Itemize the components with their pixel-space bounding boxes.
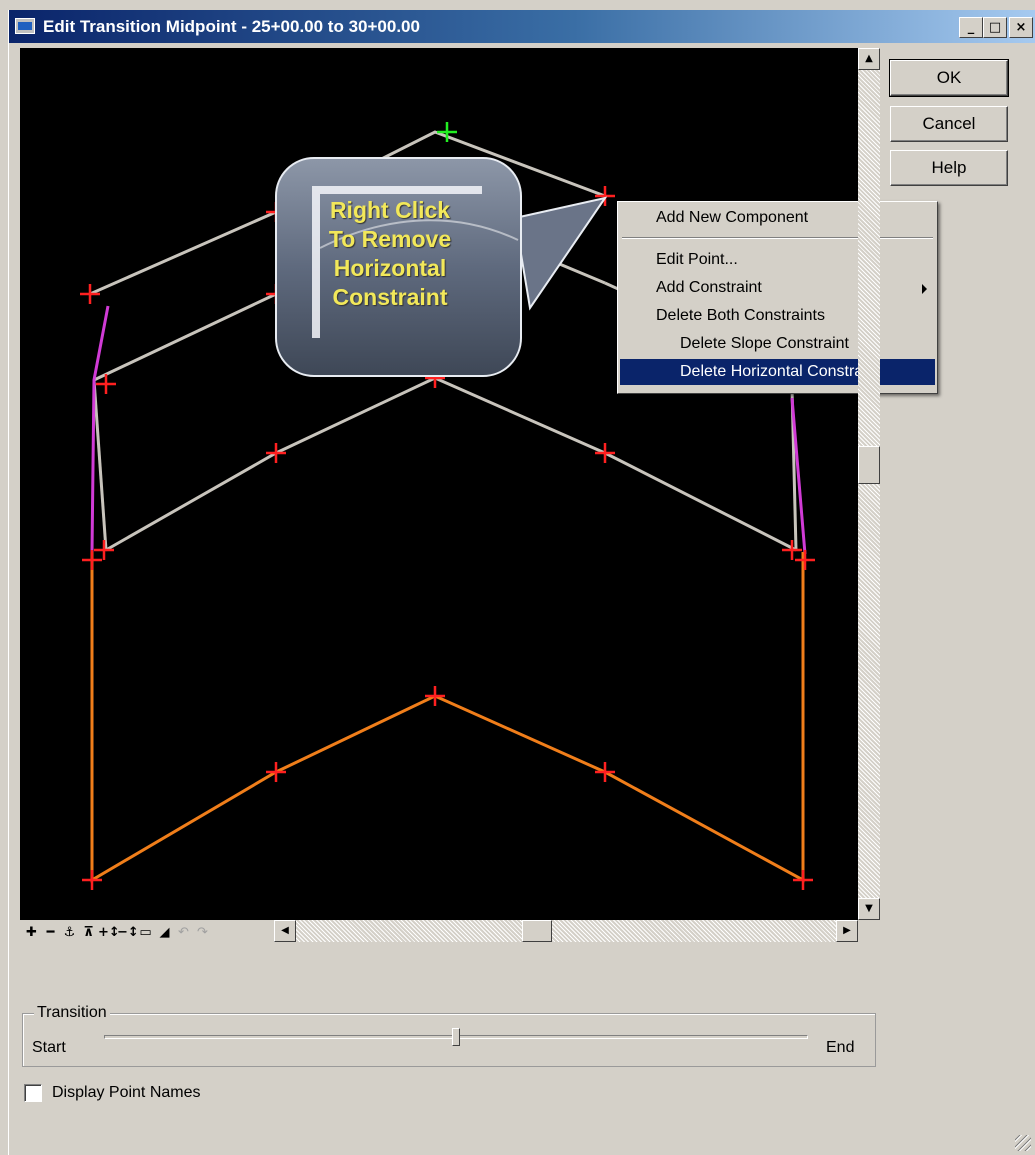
menu-item-edit-point[interactable]: Edit Point... (656, 251, 738, 268)
point-marker-origin (437, 122, 457, 142)
transition-group (22, 1013, 876, 1067)
maximize-button[interactable]: □ (983, 17, 1007, 38)
callout-bubble (275, 157, 608, 377)
window-title: Edit Transition Midpoint - 25+00.00 to 3… (43, 17, 420, 36)
resize-grip-icon[interactable] (1015, 1135, 1031, 1151)
vertical-scroll-thumb[interactable] (858, 446, 880, 484)
point-marker (795, 550, 815, 570)
component-middle (105, 376, 797, 552)
point-marker (425, 686, 445, 706)
menu-item-add-constraint[interactable]: Add Constraint (620, 275, 935, 301)
fit-view-icon[interactable]: ▭ (139, 925, 152, 940)
transition-end-label: End (826, 1039, 855, 1056)
title-bar[interactable]: Edit Transition Midpoint - 25+00.00 to 3… (9, 10, 1035, 43)
point-marker (595, 186, 615, 206)
transition-group-label: Transition (34, 1004, 110, 1022)
transition-start-label: Start (32, 1039, 66, 1056)
point-marker (266, 443, 286, 463)
menu-item-delete-horizontal-constraint[interactable]: Delete Horizontal Constraint (620, 359, 935, 385)
horizontal-scroll-thumb[interactable] (522, 920, 552, 942)
undo-icon[interactable]: ↶ (178, 925, 189, 940)
menu-item-delete-both-constraints[interactable]: Delete Both Constraints (656, 307, 825, 324)
constraint-right (790, 397, 807, 555)
point-marker (94, 540, 114, 560)
zoom-window-icon[interactable]: ⊼ (83, 925, 94, 940)
view-toolbar: ✚ ━ ⚓ ⊼ +↕−↕▭ ◢ ↶ ↷ (22, 922, 272, 942)
context-menu: Add New Component Edit Point... Add Cons… (617, 201, 938, 394)
point-marker (80, 284, 100, 304)
menu-separator (622, 237, 933, 239)
callout-text: Right Click To Remove Horizontal Constra… (328, 197, 452, 310)
point-marker (82, 550, 102, 570)
minimize-button[interactable]: _ (959, 17, 983, 38)
component-left-side (92, 379, 108, 551)
menu-item-add-new-component[interactable]: Add New Component (656, 209, 809, 226)
transition-slider-thumb[interactable] (452, 1028, 460, 1046)
point-marker (266, 762, 286, 782)
scroll-right-button[interactable]: ▶ (836, 920, 858, 942)
display-point-names-checkbox[interactable] (24, 1084, 42, 1102)
zoom-extents-icon[interactable]: ⚓ (63, 925, 76, 940)
horizontal-scrollbar[interactable]: ◀ ▶ (274, 920, 858, 942)
app-icon (15, 18, 35, 34)
menu-item-label: Add Constraint (656, 279, 762, 296)
submenu-arrow-icon (922, 284, 927, 294)
scroll-up-button[interactable]: ▲ (858, 48, 880, 70)
scroll-down-button[interactable]: ▼ (858, 898, 880, 920)
zoom-out-icon[interactable]: ━ (46, 925, 55, 940)
point-marker (782, 540, 802, 560)
close-button[interactable]: × (1009, 17, 1033, 38)
constraint-left (90, 305, 110, 553)
zoom-in-icon[interactable]: ✚ (26, 925, 37, 940)
point-marker (793, 870, 813, 890)
pan-vertical-icon[interactable]: +↕ (98, 925, 120, 940)
point-marker (82, 870, 102, 890)
template-viewport[interactable] (20, 48, 858, 920)
help-button[interactable]: Help (890, 150, 1008, 186)
component-bottom (90, 552, 805, 883)
ok-button[interactable]: OK (889, 59, 1009, 97)
scroll-left-button[interactable]: ◀ (274, 920, 296, 942)
point-marker (595, 443, 615, 463)
menu-item-delete-slope-constraint[interactable]: Delete Slope Constraint (680, 335, 849, 352)
terrain-icon[interactable]: ◢ (159, 925, 170, 940)
template-drawing[interactable] (20, 48, 858, 920)
display-point-names-label[interactable]: Display Point Names (52, 1084, 201, 1101)
vertical-scrollbar[interactable]: ▲ ▼ (858, 48, 880, 920)
point-marker (96, 374, 116, 394)
redo-icon[interactable]: ↷ (197, 925, 208, 940)
pan-horizontal-icon[interactable]: −↕ (117, 925, 139, 940)
cancel-button[interactable]: Cancel (890, 106, 1008, 142)
point-marker (595, 762, 615, 782)
